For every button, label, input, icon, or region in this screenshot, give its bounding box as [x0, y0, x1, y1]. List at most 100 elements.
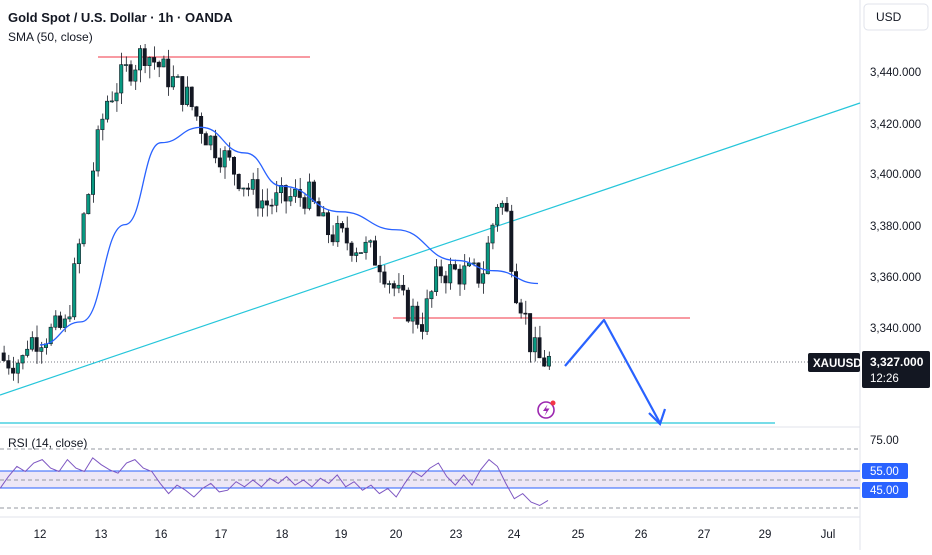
- candle: [495, 206, 500, 226]
- candle: [180, 76, 185, 105]
- candle: [208, 135, 213, 146]
- candle: [236, 173, 241, 190]
- chart-background: [0, 0, 860, 550]
- candle: [485, 242, 490, 275]
- candle: [542, 357, 547, 367]
- candle: [147, 57, 152, 66]
- candle: [109, 100, 114, 103]
- candle: [335, 223, 340, 243]
- candle: [302, 197, 307, 209]
- candle: [396, 284, 401, 289]
- x-tick: 26: [635, 529, 648, 541]
- candle: [114, 92, 119, 102]
- y-tick: 3,360.000: [870, 272, 921, 284]
- candle: [288, 196, 293, 202]
- x-tick: 25: [572, 529, 585, 541]
- candle: [481, 273, 486, 284]
- candle: [410, 305, 415, 322]
- candle: [255, 179, 260, 209]
- candle: [443, 275, 448, 284]
- candle: [325, 212, 330, 236]
- rsi-line: [0, 457, 549, 507]
- x-tick: 24: [508, 529, 521, 541]
- x-tick: 19: [335, 529, 348, 541]
- lightning-icon[interactable]: [537, 400, 556, 419]
- y-tick: 3,340.000: [870, 323, 921, 335]
- sma-line: [39, 126, 539, 346]
- y-tick: 3,440.000: [870, 67, 921, 79]
- candle: [156, 61, 161, 68]
- candle: [91, 170, 96, 195]
- projection-arrow[interactable]: [564, 318, 661, 424]
- candle: [25, 348, 30, 356]
- candle: [499, 202, 504, 208]
- candle: [429, 291, 434, 300]
- x-tick: 16: [155, 529, 168, 541]
- rsi-lower-value: 45.00: [870, 485, 899, 497]
- rsi-legend: RSI (14, close): [8, 436, 87, 450]
- x-tick: 20: [390, 529, 403, 541]
- candle: [513, 271, 518, 304]
- candle: [15, 362, 20, 374]
- candle: [274, 192, 279, 206]
- candle: [293, 188, 298, 197]
- bar-countdown: 12:26: [870, 373, 899, 385]
- candle: [368, 240, 373, 243]
- x-tick: 29: [759, 529, 772, 541]
- candle: [95, 129, 100, 172]
- symbol-badge-label: XAUUSD: [813, 358, 862, 370]
- x-tick: 13: [95, 529, 108, 541]
- candle: [278, 185, 283, 194]
- candle: [401, 284, 406, 291]
- candle: [67, 316, 72, 320]
- candle: [490, 224, 495, 244]
- rsi-lower-badge: [862, 482, 908, 498]
- candle: [344, 227, 349, 244]
- y-tick: 3,400.000: [870, 169, 921, 181]
- candle: [166, 58, 171, 88]
- candle: [424, 298, 429, 332]
- candle: [509, 210, 514, 272]
- candle: [175, 76, 180, 78]
- candle: [377, 264, 382, 273]
- currency-button[interactable]: [863, 3, 929, 31]
- x-tick: 12: [34, 529, 47, 541]
- candle: [128, 64, 133, 82]
- candle: [532, 337, 537, 353]
- candle: [438, 266, 443, 277]
- rsi-upper-badge: [862, 463, 908, 479]
- candle: [39, 347, 44, 352]
- candle: [232, 156, 237, 175]
- symbol-badge: [808, 353, 860, 372]
- candle: [58, 315, 63, 328]
- candle: [246, 187, 251, 190]
- candlestick-series: [1, 43, 551, 384]
- projection-arrowhead: [648, 408, 667, 427]
- candle: [48, 326, 53, 345]
- candle: [142, 48, 147, 66]
- candle: [6, 360, 11, 369]
- candle: [213, 135, 218, 159]
- candle: [434, 266, 439, 292]
- candle: [105, 100, 110, 120]
- candle: [189, 86, 194, 108]
- candle: [340, 223, 345, 229]
- candle: [354, 252, 359, 256]
- candle: [330, 234, 335, 243]
- candle: [185, 86, 190, 105]
- candle: [203, 133, 208, 146]
- candle: [297, 188, 302, 198]
- candle: [382, 271, 387, 285]
- chart-title: Gold Spot / U.S. Dollar · 1h · OANDA: [8, 10, 233, 25]
- candle: [316, 201, 321, 217]
- candle: [518, 302, 523, 314]
- x-tick: 23: [450, 529, 463, 541]
- candle: [457, 268, 462, 285]
- candle: [307, 181, 312, 209]
- candle: [358, 252, 363, 254]
- candle: [29, 337, 34, 350]
- candle: [34, 337, 39, 352]
- x-tick: 27: [698, 529, 711, 541]
